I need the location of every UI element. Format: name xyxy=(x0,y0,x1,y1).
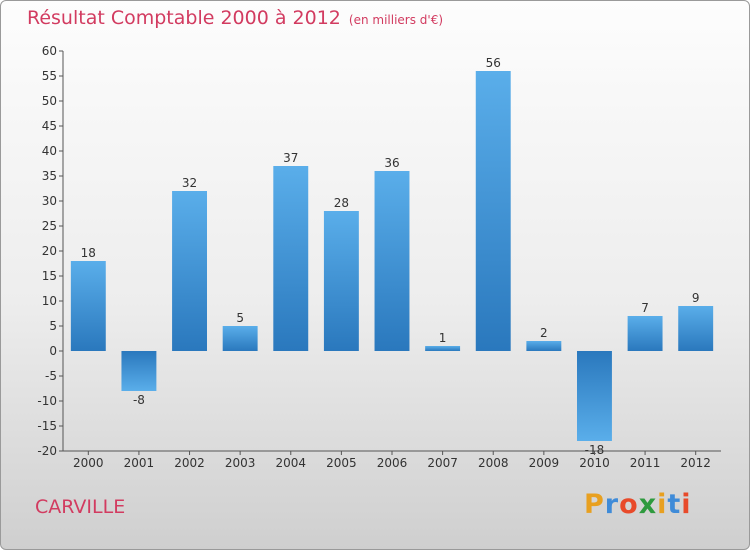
x-tick-label-2008: 2008 xyxy=(478,456,509,470)
y-tick-label: -5 xyxy=(45,369,57,383)
x-tick-label-2009: 2009 xyxy=(529,456,560,470)
y-tick-label: 5 xyxy=(49,319,57,333)
bar-2002 xyxy=(172,191,208,351)
y-tick-label: 45 xyxy=(42,119,57,133)
data-label-2007: 1 xyxy=(439,331,447,345)
y-tick-label: 20 xyxy=(42,244,57,258)
x-tick-label-2004: 2004 xyxy=(275,456,306,470)
data-label-2010: -18 xyxy=(585,443,605,457)
y-tick-label: 40 xyxy=(42,144,57,158)
y-tick-label: 35 xyxy=(42,169,57,183)
commune-name: CARVILLE xyxy=(35,496,126,518)
brand-letter: i xyxy=(681,489,692,520)
data-label-2012: 9 xyxy=(692,291,700,305)
y-tick-label: 60 xyxy=(42,44,57,58)
y-tick-label: 25 xyxy=(42,219,57,233)
bar-2001 xyxy=(121,351,157,391)
data-label-2000: 18 xyxy=(81,246,96,260)
bar-2010 xyxy=(576,351,612,441)
x-tick-label-2007: 2007 xyxy=(427,456,458,470)
brand-letter: t xyxy=(667,489,682,520)
x-tick-label-2012: 2012 xyxy=(680,456,711,470)
brand-letter: i xyxy=(657,489,668,520)
y-tick-label: 15 xyxy=(42,269,57,283)
x-tick-label-2001: 2001 xyxy=(124,456,155,470)
y-tick-label: -10 xyxy=(37,394,57,408)
y-tick-label: 50 xyxy=(42,94,57,108)
data-label-2008: 56 xyxy=(486,56,501,70)
y-tick-label: 30 xyxy=(42,194,57,208)
y-tick-label: 10 xyxy=(42,294,57,308)
bar-2006 xyxy=(374,171,410,351)
bar-2000 xyxy=(70,261,106,351)
y-tick-label: -20 xyxy=(37,444,57,458)
y-tick-label: 0 xyxy=(49,344,57,358)
data-label-2002: 32 xyxy=(182,176,197,190)
data-label-2001: -8 xyxy=(133,393,145,407)
bar-2005 xyxy=(323,211,359,351)
bar-2003 xyxy=(222,326,258,351)
x-tick-label-2005: 2005 xyxy=(326,456,357,470)
brand-letter: x xyxy=(638,489,658,520)
x-tick-label-2010: 2010 xyxy=(579,456,610,470)
bar-2009 xyxy=(526,341,562,351)
x-tick-label-2011: 2011 xyxy=(630,456,661,470)
bar-2007 xyxy=(425,346,461,351)
x-tick-label-2002: 2002 xyxy=(174,456,205,470)
data-label-2003: 5 xyxy=(236,311,244,325)
data-label-2009: 2 xyxy=(540,326,548,340)
bar-2011 xyxy=(627,316,663,351)
x-tick-label-2000: 2000 xyxy=(73,456,104,470)
x-tick-label-2006: 2006 xyxy=(377,456,408,470)
data-label-2004: 37 xyxy=(283,151,298,165)
chart-title: Résultat Comptable 2000 à 2012 (en millie… xyxy=(27,7,444,29)
unit-label: (en milliers d'€) xyxy=(348,13,444,27)
bar-2004 xyxy=(273,166,309,351)
x-tick-label-2003: 2003 xyxy=(225,456,256,470)
y-tick-label: -15 xyxy=(37,419,57,433)
brand-letter: o xyxy=(619,489,639,520)
y-tick-label: 55 xyxy=(42,69,57,83)
brand-letter: r xyxy=(604,489,620,520)
data-label-2006: 36 xyxy=(384,156,399,170)
bar-2012 xyxy=(678,306,714,351)
proxiti-logo: Proxiti xyxy=(584,489,692,520)
brand-letter: P xyxy=(584,489,605,520)
data-label-2005: 28 xyxy=(334,196,349,210)
data-label-2011: 7 xyxy=(641,301,649,315)
bar-2008 xyxy=(475,71,511,351)
